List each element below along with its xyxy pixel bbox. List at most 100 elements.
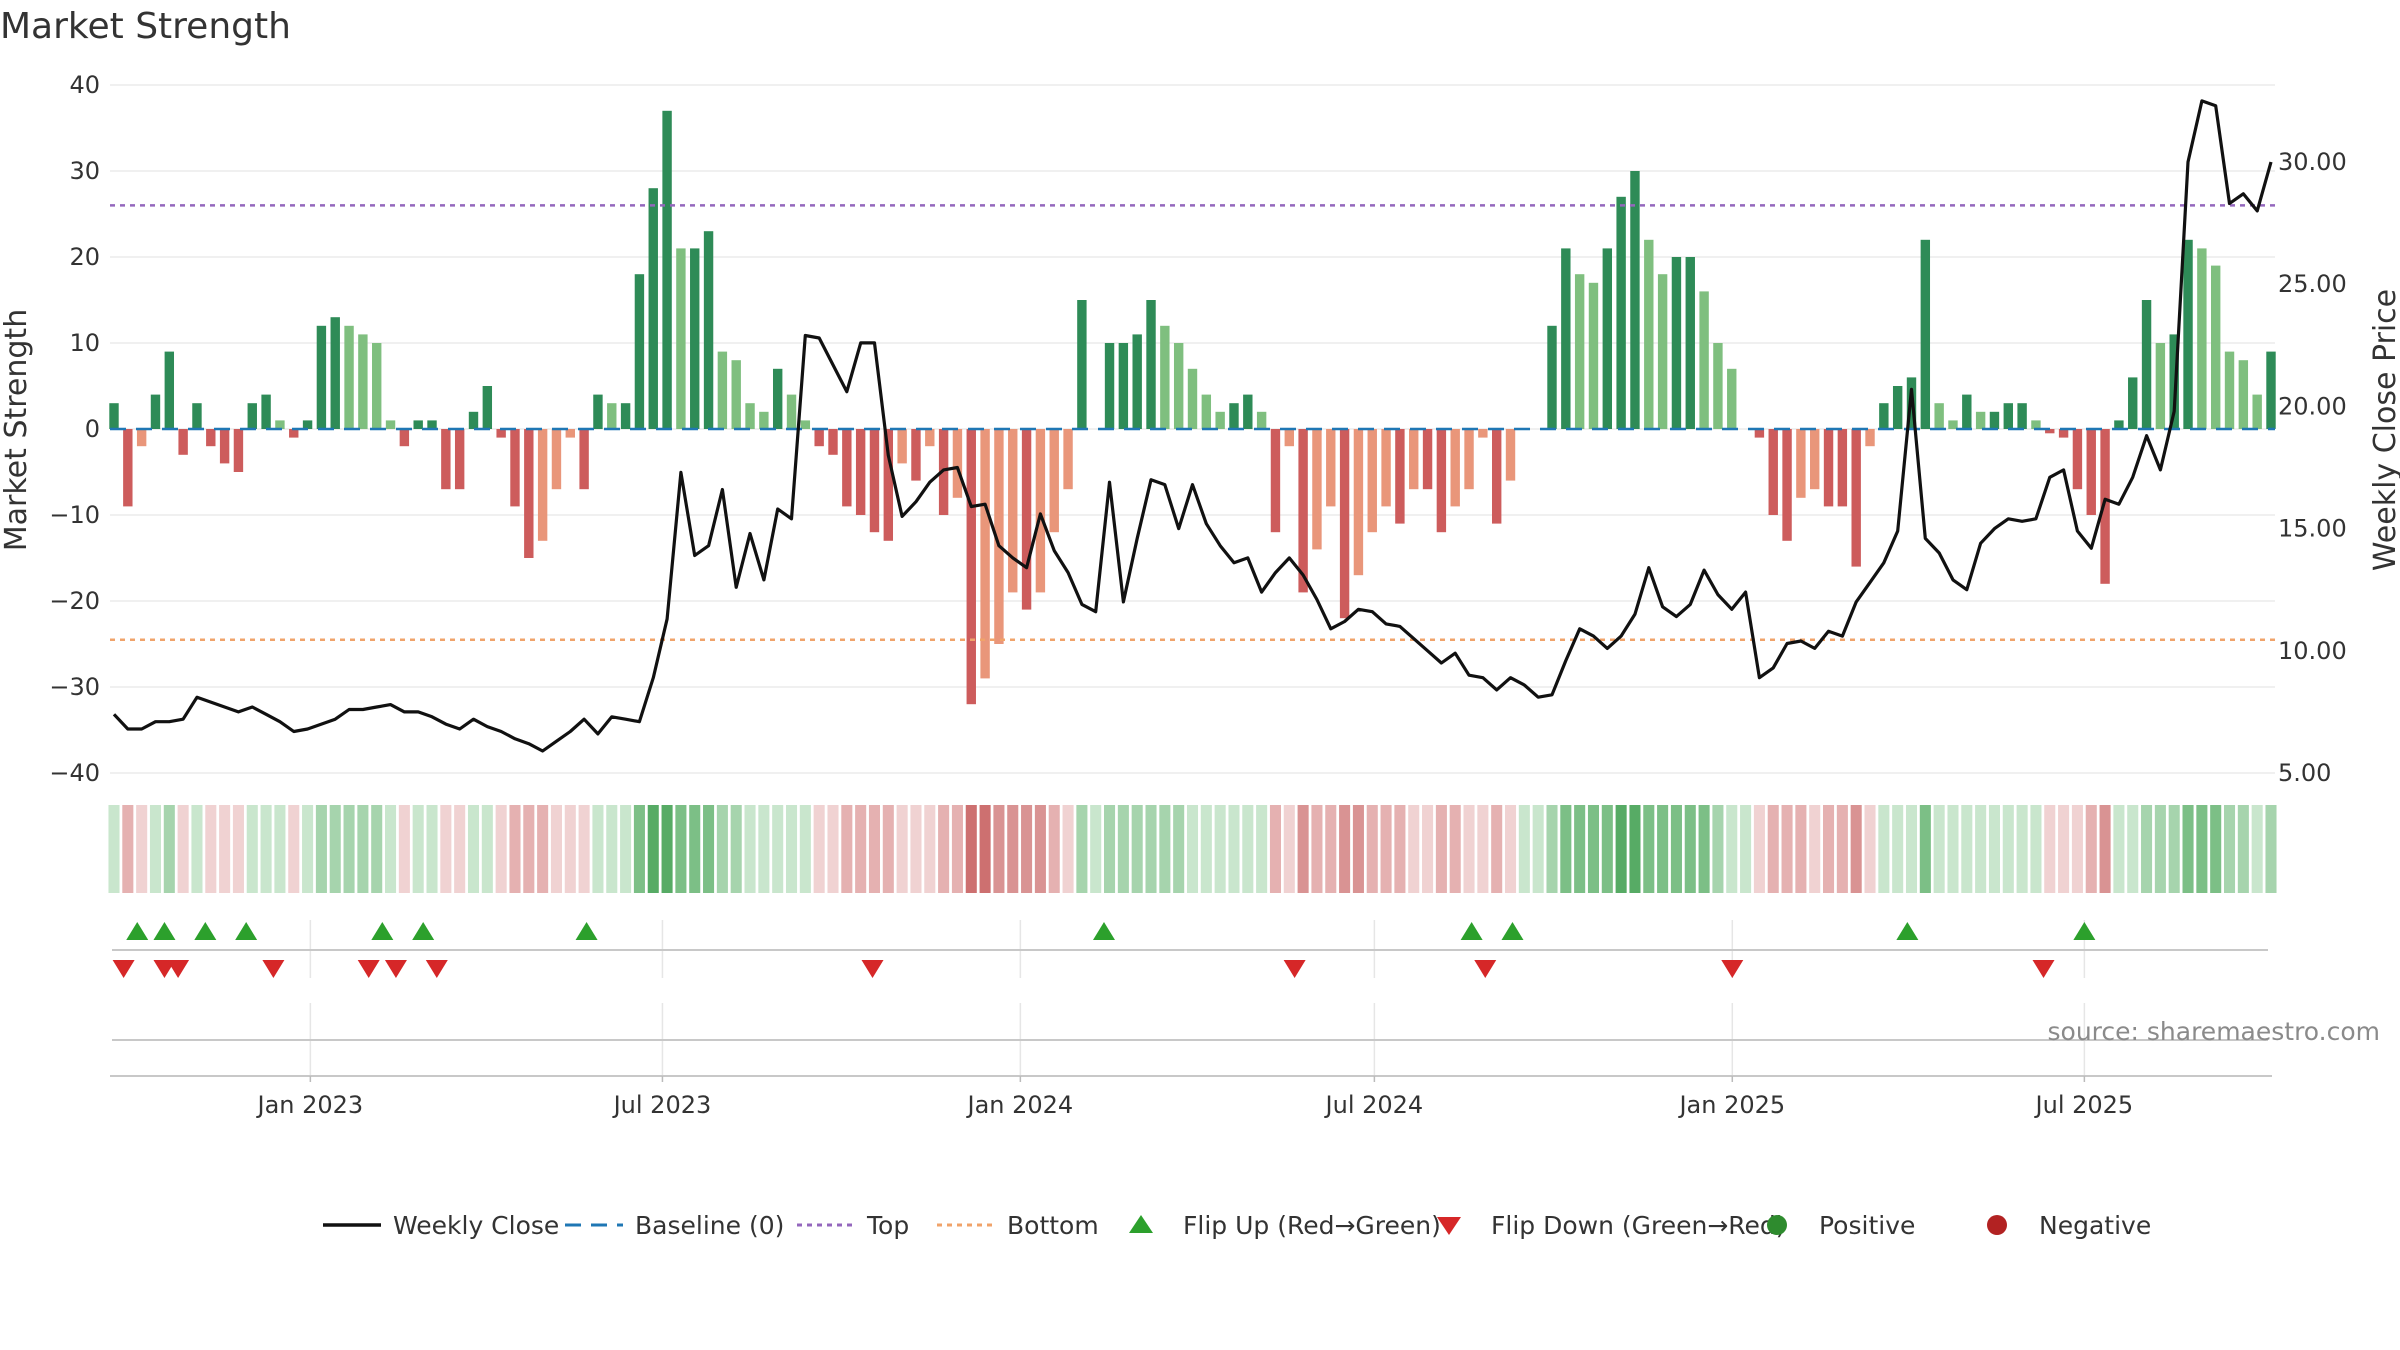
strength-bar — [1837, 429, 1848, 507]
flip-up-marker — [153, 922, 176, 940]
legend-item: Bottom — [937, 1211, 1099, 1240]
heat-cell — [1104, 805, 1116, 893]
heat-cell — [578, 805, 590, 893]
heat-cell — [412, 805, 424, 893]
strength-bar — [2045, 429, 2055, 434]
heat-cell — [1256, 805, 1268, 893]
strength-bar — [344, 325, 354, 429]
strength-bar — [385, 420, 396, 429]
strength-bar — [1450, 429, 1460, 507]
strength-bar — [524, 429, 534, 558]
heat-cell — [938, 805, 950, 893]
heat-cell — [2265, 805, 2277, 893]
heat-cell — [246, 805, 258, 893]
strength-bar — [1118, 343, 1129, 429]
heat-cell — [385, 805, 397, 893]
strength-bar — [1201, 394, 1212, 429]
left-tick-label: 10 — [69, 329, 100, 357]
chart-title: Market Strength — [0, 6, 291, 47]
heat-cell — [1905, 805, 1918, 893]
heat-cell — [329, 805, 341, 893]
heat-cell — [1753, 805, 1765, 893]
x-tick-label: Jul 2025 — [2034, 1091, 2134, 1119]
heat-cell — [1740, 805, 1752, 893]
strength-bar — [1160, 325, 1170, 429]
left-tick-label: 0 — [85, 415, 100, 443]
heat-cell — [1117, 805, 1129, 893]
heat-cell — [343, 805, 355, 893]
heat-cell — [2099, 805, 2111, 893]
strength-bar — [1810, 429, 1820, 490]
right-tick-label: 5.00 — [2278, 759, 2331, 787]
weekly-close-layer — [112, 99, 2273, 753]
strength-bar — [482, 386, 493, 429]
heat-cell — [1145, 805, 1157, 893]
legend: Weekly Close Baseline (0) Top Bottom Flip Up… — [323, 1211, 2151, 1240]
right-axis-title: Weekly Close Price — [2368, 289, 2400, 571]
strength-bar — [109, 403, 119, 429]
strength-bar — [1215, 411, 1225, 429]
strength-bar — [537, 429, 548, 541]
strength-bar — [1146, 300, 1156, 429]
strength-bar — [620, 403, 631, 429]
flip-up-marker — [371, 922, 394, 940]
source-note: source: sharemaestro.com — [2048, 1017, 2381, 1046]
strength-bar — [994, 429, 1004, 644]
strength-bar — [2141, 300, 2152, 429]
heat-cell — [136, 805, 148, 893]
heat-cell — [868, 805, 881, 893]
left-tick-label: 40 — [69, 71, 100, 99]
strength-bar — [1104, 343, 1115, 429]
heat-cell — [1408, 805, 1420, 893]
heat-cell — [647, 805, 659, 893]
flip-down-marker — [1283, 960, 1306, 978]
strength-bar — [1478, 429, 1488, 438]
strength-bar — [2017, 403, 2027, 429]
heat-cell — [1629, 805, 1641, 893]
left-tick-label: −40 — [49, 759, 100, 787]
heat-cell — [108, 805, 120, 893]
heat-cell — [1698, 805, 1710, 893]
heat-cell — [1823, 805, 1835, 893]
legend-item: Flip Up (Red→Green) — [1129, 1211, 1441, 1240]
strength-bar — [1049, 429, 1059, 533]
strength-bar — [1008, 429, 1018, 593]
strength-bar — [1187, 368, 1198, 429]
strength-bar — [399, 429, 410, 447]
heat-cell — [910, 805, 922, 893]
heat-cell — [2030, 805, 2042, 893]
heat-cell — [1684, 805, 1696, 893]
strength-bar — [828, 429, 838, 455]
strength-bar — [1063, 429, 1073, 490]
heat-cell — [1836, 805, 1848, 893]
strength-bar — [1948, 420, 1958, 429]
left-tick-label: −20 — [49, 587, 100, 615]
flip-down-marker — [357, 960, 380, 978]
strength-bar — [593, 394, 603, 429]
flip-up-marker — [1501, 922, 1524, 940]
flip-up-marker — [235, 922, 258, 940]
strength-bar — [745, 403, 755, 429]
heat-cell — [260, 805, 272, 893]
heat-cell — [592, 805, 604, 893]
strength-bar — [1989, 411, 2000, 429]
heat-cell — [703, 805, 715, 893]
strength-bar — [1727, 368, 1737, 429]
strength-bar — [1561, 248, 1571, 429]
heat-cell — [1090, 805, 1102, 893]
heat-cell — [1422, 805, 1434, 893]
legend-label: Positive — [1819, 1211, 1915, 1240]
strength-bar — [1796, 429, 1806, 498]
heat-cell — [1131, 805, 1143, 893]
strength-bar — [869, 429, 880, 533]
heat-cell — [2154, 805, 2166, 893]
strength-bar — [648, 188, 658, 429]
heat-cell — [1518, 805, 1530, 893]
heat-cell — [2182, 805, 2194, 893]
x-tick-label: Jul 2024 — [1324, 1091, 1424, 1119]
strength-bar — [1256, 411, 1267, 429]
heat-cell — [288, 805, 300, 893]
strength-bar — [2003, 403, 2013, 429]
legend-label: Flip Up (Red→Green) — [1183, 1211, 1441, 1240]
strength-bar — [1035, 429, 1046, 593]
